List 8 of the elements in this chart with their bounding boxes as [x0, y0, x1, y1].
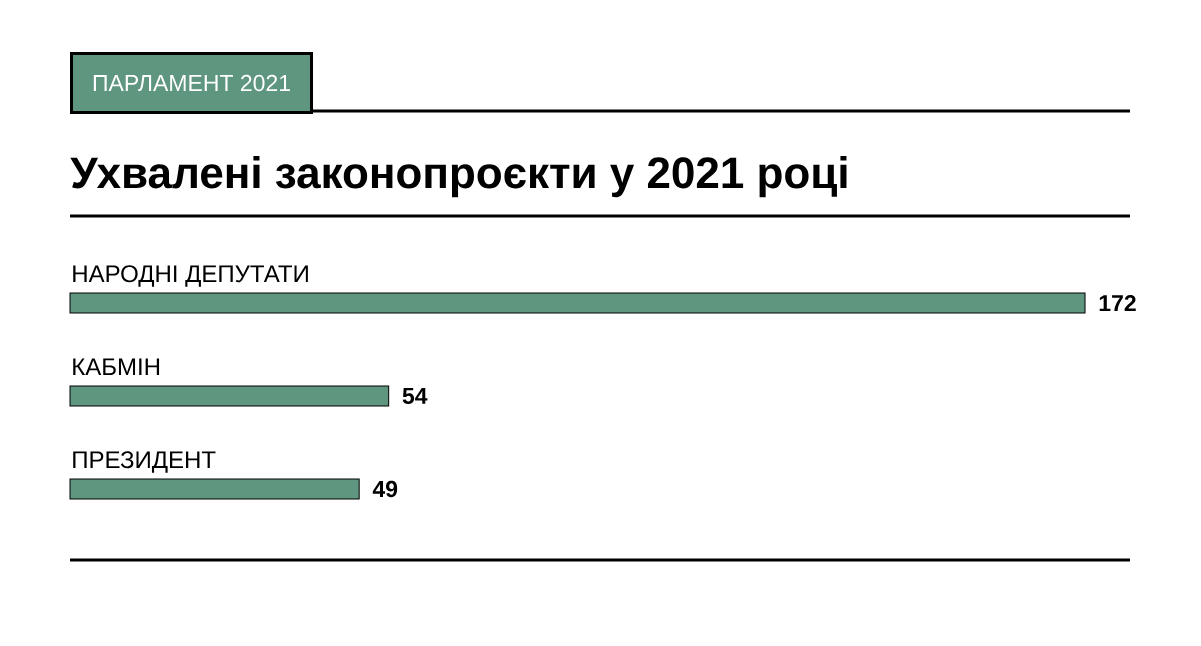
y-tick-label: ПРЕЗИДЕНТ	[73, 451, 216, 473]
data-label: 172	[1099, 294, 1136, 312]
chart-title: Ухвалені законопроєкти у 2021 році	[70, 156, 847, 198]
data-label: 54	[402, 387, 428, 405]
text: ПАРЛАМЕНТ 2021	[93, 74, 290, 92]
y-tick-label: КАБМІН	[73, 358, 160, 375]
y-tick-label: НАРОДНІ ДЕПУТАТИ	[73, 265, 308, 287]
data-label: 49	[372, 480, 398, 498]
